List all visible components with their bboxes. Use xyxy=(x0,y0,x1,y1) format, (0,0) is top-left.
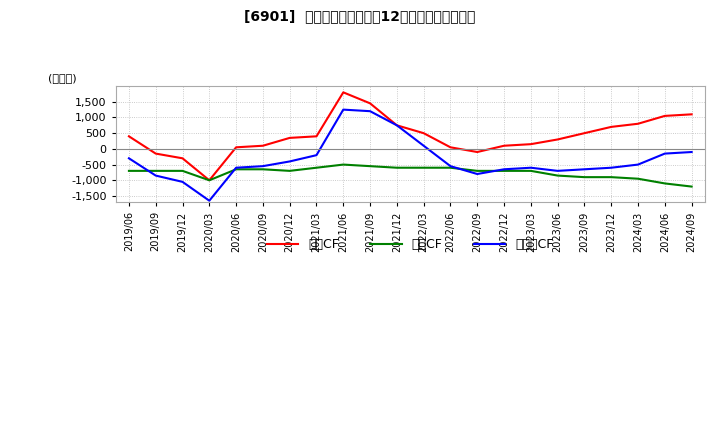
投資CF xyxy=(634,176,642,181)
Legend: 営業CF, 投資CF, フリーCF: 営業CF, 投資CF, フリーCF xyxy=(262,234,559,257)
営業CF xyxy=(634,121,642,126)
フリーCF xyxy=(580,167,589,172)
営業CF xyxy=(688,112,696,117)
Line: 投資CF: 投資CF xyxy=(129,165,692,187)
営業CF xyxy=(366,101,374,106)
投資CF xyxy=(473,168,482,173)
フリーCF xyxy=(392,123,401,128)
営業CF xyxy=(125,134,133,139)
フリーCF xyxy=(151,173,160,178)
営業CF xyxy=(446,145,455,150)
営業CF xyxy=(232,145,240,150)
営業CF xyxy=(339,90,348,95)
投資CF xyxy=(232,167,240,172)
フリーCF xyxy=(258,164,267,169)
投資CF xyxy=(392,165,401,170)
投資CF xyxy=(419,165,428,170)
投資CF xyxy=(285,168,294,173)
投資CF xyxy=(125,168,133,173)
投資CF xyxy=(312,165,321,170)
フリーCF xyxy=(419,143,428,148)
フリーCF xyxy=(366,109,374,114)
投資CF xyxy=(553,173,562,178)
投資CF xyxy=(500,168,508,173)
投資CF xyxy=(151,168,160,173)
フリーCF xyxy=(607,165,616,170)
フリーCF xyxy=(526,165,535,170)
フリーCF xyxy=(178,179,186,184)
営業CF xyxy=(553,137,562,142)
投資CF xyxy=(366,164,374,169)
営業CF xyxy=(500,143,508,148)
営業CF xyxy=(178,156,186,161)
投資CF xyxy=(580,175,589,180)
投資CF xyxy=(178,168,186,173)
フリーCF xyxy=(446,164,455,169)
営業CF xyxy=(285,135,294,140)
フリーCF xyxy=(634,162,642,167)
投資CF xyxy=(339,162,348,167)
営業CF xyxy=(258,143,267,148)
営業CF xyxy=(205,178,214,183)
Y-axis label: (百万円): (百万円) xyxy=(48,73,77,83)
投資CF xyxy=(258,167,267,172)
フリーCF xyxy=(285,159,294,164)
フリーCF xyxy=(312,153,321,158)
フリーCF xyxy=(553,168,562,173)
フリーCF xyxy=(500,167,508,172)
営業CF xyxy=(312,134,321,139)
営業CF xyxy=(660,113,669,118)
フリーCF xyxy=(205,198,214,203)
営業CF xyxy=(419,131,428,136)
フリーCF xyxy=(339,107,348,112)
フリーCF xyxy=(660,151,669,156)
投資CF xyxy=(446,165,455,170)
Line: フリーCF: フリーCF xyxy=(129,110,692,201)
営業CF xyxy=(473,150,482,155)
フリーCF xyxy=(232,165,240,170)
営業CF xyxy=(607,124,616,129)
フリーCF xyxy=(688,150,696,155)
Text: [6901]  キャッシュフローの12か月移動合計の推移: [6901] キャッシュフローの12か月移動合計の推移 xyxy=(244,9,476,23)
投資CF xyxy=(660,181,669,186)
投資CF xyxy=(688,184,696,189)
営業CF xyxy=(526,142,535,147)
投資CF xyxy=(205,178,214,183)
フリーCF xyxy=(125,156,133,161)
投資CF xyxy=(526,168,535,173)
フリーCF xyxy=(473,171,482,176)
営業CF xyxy=(580,131,589,136)
Line: 営業CF: 営業CF xyxy=(129,92,692,180)
投資CF xyxy=(607,175,616,180)
営業CF xyxy=(151,151,160,156)
営業CF xyxy=(392,123,401,128)
